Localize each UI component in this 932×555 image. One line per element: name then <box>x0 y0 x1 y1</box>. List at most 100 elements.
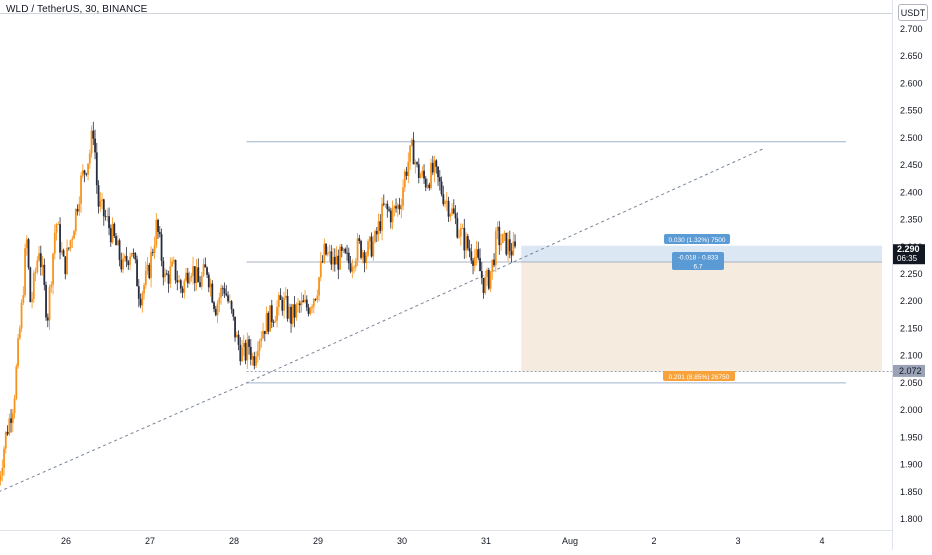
candle-body <box>379 221 382 231</box>
candle-body <box>356 238 359 261</box>
candle-body <box>132 252 135 254</box>
candle-body <box>22 295 25 303</box>
candle-body <box>232 309 235 317</box>
candle-body <box>164 273 166 278</box>
candle-body <box>59 224 61 253</box>
candle-body <box>104 216 107 218</box>
candle-body <box>475 249 478 257</box>
candle-body <box>351 267 354 272</box>
candle-body <box>38 253 40 261</box>
candle-body <box>442 194 445 205</box>
candle-body <box>468 248 471 252</box>
candle-body <box>206 267 208 275</box>
candle-body <box>417 164 420 178</box>
candle-body <box>398 204 401 210</box>
candle-body <box>412 139 415 165</box>
candle-body <box>102 199 105 217</box>
candle-body <box>88 153 91 164</box>
candle-body <box>309 308 312 314</box>
risk-reward-label-bg <box>672 252 724 270</box>
candle-body <box>288 306 291 319</box>
candle-body <box>162 260 165 278</box>
target-label-bg <box>664 234 730 244</box>
candle-body <box>204 264 207 268</box>
candle-body <box>498 226 501 246</box>
candle-body <box>234 316 236 338</box>
candle-body <box>29 267 32 302</box>
candle-body <box>332 256 334 265</box>
candle-body <box>111 223 114 243</box>
candle-body <box>60 250 63 253</box>
candle-body <box>269 305 271 332</box>
candle-body <box>62 250 65 257</box>
stop-price-value: 2.072 <box>899 366 922 376</box>
candle-body <box>158 231 161 235</box>
candle-body <box>27 239 30 268</box>
price-tick-label: 2.150 <box>900 323 923 333</box>
candle-body <box>512 241 515 256</box>
candle-body <box>496 226 499 231</box>
candle-body <box>291 304 294 324</box>
candle-body <box>335 255 338 265</box>
candle-body <box>253 356 256 366</box>
candle-body <box>116 240 119 246</box>
candle-body <box>382 203 385 205</box>
time-axis: 26 27 28 29 30 31 Aug 2 3 4 <box>61 536 825 546</box>
candle-body <box>389 210 392 223</box>
candle-body <box>479 258 481 272</box>
candle-body <box>125 255 128 262</box>
risk-reward-label: -0.018 - 0.833 6.7 <box>672 252 724 271</box>
candle-body <box>510 250 513 256</box>
candle-body <box>174 259 177 281</box>
candle-body <box>50 284 53 288</box>
candle-body <box>172 259 175 262</box>
risk-reward-label-text: -0.018 - 0.833 <box>678 255 719 262</box>
currency-badge[interactable]: USDT <box>898 4 928 21</box>
candle-body <box>139 298 142 306</box>
candle-body <box>276 306 278 321</box>
candle-body <box>202 264 205 276</box>
price-tick-label: 2.350 <box>900 215 923 225</box>
candle-body <box>90 130 93 154</box>
candle-body <box>113 223 116 237</box>
candle-body <box>316 295 319 300</box>
candle-body <box>94 138 96 153</box>
candle-body <box>339 246 341 270</box>
candle-body <box>431 162 434 173</box>
candle-body <box>171 261 173 267</box>
candle-body <box>85 173 88 175</box>
candle-body <box>155 219 158 246</box>
price-tick-label: 1.850 <box>900 487 923 497</box>
candle-body <box>123 255 126 259</box>
candle-body <box>451 208 453 215</box>
candle-body <box>505 232 508 255</box>
candle-body <box>144 270 147 286</box>
candle-body <box>363 252 366 264</box>
stop-zone <box>521 262 882 372</box>
candle-body <box>346 252 348 254</box>
price-tick-label: 2.250 <box>900 269 923 279</box>
candle-body <box>353 267 355 268</box>
trend-line <box>0 148 764 492</box>
candle-body <box>178 280 180 283</box>
candle-body <box>304 299 306 303</box>
stop-label: 0.201 (8.85%) 26750 <box>663 371 735 381</box>
candle-body <box>365 255 368 264</box>
candles <box>0 121 516 486</box>
candle-body <box>83 170 86 174</box>
candle-body <box>372 241 375 257</box>
candle-body <box>377 221 380 235</box>
candle-body <box>344 248 347 253</box>
candle-body <box>199 282 201 287</box>
candle-body <box>265 313 268 335</box>
candle-body <box>414 162 417 165</box>
candle-body <box>78 203 81 212</box>
candle-body <box>430 162 432 189</box>
candle-body <box>370 236 373 257</box>
candle-body <box>424 178 427 188</box>
candle-body <box>312 299 315 307</box>
candle-body <box>220 287 222 298</box>
candle-body <box>456 218 459 238</box>
